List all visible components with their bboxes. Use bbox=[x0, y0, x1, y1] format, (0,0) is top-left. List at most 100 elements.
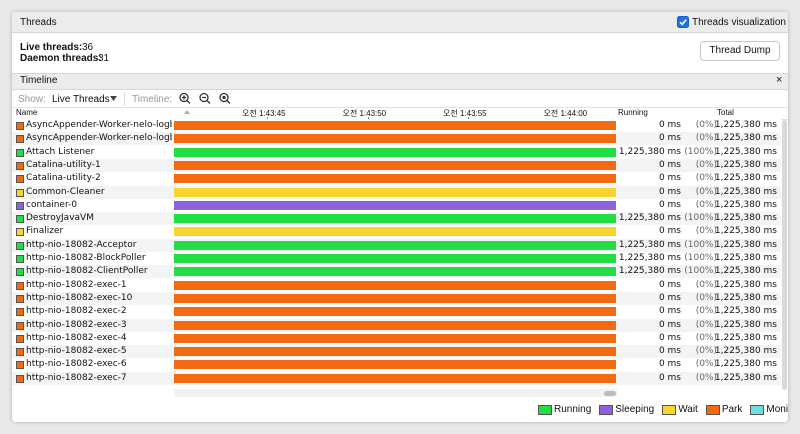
thread-row: http-nio-18082-exec-2 0 ms (0%) 1,225,380 m… bbox=[12, 305, 781, 319]
legend-swatch bbox=[662, 405, 677, 415]
running-percent: (0%) bbox=[695, 319, 717, 330]
running-time: 0 ms bbox=[658, 226, 681, 237]
thread-row: http-nio-18082-exec-1 0 ms (0%) 1,225,380 m… bbox=[12, 278, 781, 292]
state-swatch bbox=[16, 175, 24, 184]
dropdown-arrow[interactable] bbox=[110, 96, 118, 102]
checkbox[interactable] bbox=[677, 16, 689, 28]
state-swatch bbox=[16, 374, 24, 383]
show-label: Show: bbox=[18, 94, 46, 105]
daemon-label: Daemon threads: bbox=[20, 53, 102, 64]
time-tick bbox=[267, 117, 268, 119]
state-swatch bbox=[16, 215, 24, 224]
thread-row: AsyncAppender-Worker-nelo-logb 0 ms (0%) 1,… bbox=[12, 119, 781, 132]
thread-row: http-nio-18082-BlockPoller 1,225,380 ms (1… bbox=[12, 252, 781, 265]
thread-row: http-nio-18082-exec-5 0 ms (0%) 1,225,380 m… bbox=[12, 345, 781, 359]
total-time: 1,225,380 ms bbox=[714, 253, 777, 263]
state-swatch bbox=[16, 268, 24, 277]
thread-row: Finalizer 0 ms (0%) 1,225,380 ms bbox=[12, 225, 781, 239]
threads-panel: Threads Threads visualization Live threa… bbox=[12, 12, 788, 422]
total-column: Total bbox=[717, 108, 734, 117]
total-time: 1,225,380 ms bbox=[714, 372, 777, 383]
thread-dump-button[interactable]: Thread Dump bbox=[700, 41, 780, 61]
total-time: 1,225,380 ms bbox=[714, 332, 777, 343]
state-bar bbox=[174, 373, 616, 383]
total-time: 1,225,380 ms bbox=[714, 359, 777, 370]
time-tick bbox=[568, 117, 570, 119]
state-bar bbox=[174, 160, 616, 170]
thread-name: http-nio-18082-exec-3 bbox=[26, 319, 127, 330]
running-percent: (0%) bbox=[695, 133, 717, 144]
running-time: 0 ms bbox=[658, 133, 681, 144]
running-time: 0 ms bbox=[658, 372, 681, 383]
running-percent: (100%) bbox=[684, 266, 717, 277]
state-bar bbox=[174, 174, 616, 184]
running-time: 0 ms bbox=[658, 159, 681, 170]
running-percent: (0%) bbox=[695, 306, 717, 317]
total-time: 1,225,380 ms bbox=[714, 239, 777, 250]
total-time: 1,225,380 ms bbox=[714, 279, 777, 290]
thread-row: Catalina-utility-1 0 ms (0%) 1,225,380 ms bbox=[12, 158, 781, 172]
running-percent: (0%) bbox=[695, 226, 717, 237]
running-time: 1,225,380 ms bbox=[618, 213, 681, 224]
running-percent: (0%) bbox=[695, 372, 717, 383]
zoom-icons[interactable] bbox=[178, 92, 238, 106]
state-bar bbox=[174, 333, 616, 343]
separator bbox=[124, 92, 125, 106]
running-percent: (0%) bbox=[695, 332, 717, 343]
total-time: 1,225,380 ms bbox=[714, 266, 777, 277]
time-tick bbox=[367, 117, 369, 119]
horizontal-scrollbar[interactable] bbox=[604, 391, 616, 396]
total-time: 1,225,380 ms bbox=[714, 213, 777, 224]
timeline-label: Timeline: bbox=[132, 94, 173, 105]
thread-row: container-0 0 ms (0%) 1,225,380 ms bbox=[12, 198, 781, 212]
state-swatch bbox=[16, 201, 24, 210]
state-bar bbox=[174, 134, 616, 144]
state-swatch bbox=[16, 321, 24, 330]
total-time: 1,225,380 ms bbox=[714, 146, 777, 157]
running-percent: (0%) bbox=[695, 346, 717, 357]
thread-name: http-nio-18082-Acceptor bbox=[26, 239, 137, 250]
legend-swatch bbox=[599, 405, 614, 415]
total-time: 1,225,380 ms bbox=[714, 226, 777, 237]
timeline-header bbox=[12, 73, 788, 90]
state-swatch bbox=[16, 228, 24, 237]
thread-row: http-nio-18082-ClientPoller 1,225,380 ms(… bbox=[12, 265, 781, 279]
running-time: 1,225,380 ms bbox=[618, 146, 681, 157]
state-bar bbox=[174, 214, 616, 224]
thread-name: Attach Listener bbox=[26, 146, 95, 157]
thread-name: container-0 bbox=[26, 199, 78, 210]
thread-name: http-nio-18082-exec-10 bbox=[26, 292, 133, 303]
thread-name: Common-Cleaner bbox=[26, 186, 105, 197]
total-time: 1,225,380 ms bbox=[714, 133, 777, 144]
legend-swatch bbox=[538, 405, 552, 415]
thread-row: Common-Cleaner 0 ms (0%) 1,225,380 ms bbox=[12, 185, 781, 199]
threads-title: Threads bbox=[20, 17, 57, 28]
running-time: 0 ms bbox=[658, 199, 681, 210]
running-time: 0 ms bbox=[658, 120, 681, 130]
thread-row: http-nio-18082-exec-4 0 ms (0%) 1,225,380 m… bbox=[12, 331, 781, 345]
running-percent: (0%) bbox=[695, 279, 717, 290]
running-percent: (100%) bbox=[684, 239, 717, 250]
state-swatch bbox=[16, 361, 24, 370]
thread-name: http-nio-18082-exec-4 bbox=[26, 332, 127, 343]
vertical-scrollbar[interactable] bbox=[782, 120, 787, 390]
thread-row: http-nio-18082-exec-3 0 ms (0%) 1,225,380 m… bbox=[12, 318, 781, 332]
total-time: 1,225,380 ms bbox=[714, 159, 777, 170]
running-time: 1,225,380 ms bbox=[618, 239, 681, 250]
running-column: Running bbox=[618, 108, 648, 117]
time-tick-label: 오전 1:43:45 bbox=[242, 109, 286, 118]
checkbox-label[interactable]: Threads visualization bbox=[692, 17, 786, 28]
close-button[interactable]: × bbox=[776, 74, 783, 86]
state-swatch bbox=[16, 308, 24, 317]
state-bar bbox=[174, 267, 616, 277]
thread-row: DestroyJavaVM 1,225,380 ms (100%) 1,225,380… bbox=[12, 212, 781, 226]
thread-row: http-nio-18082-exec-10 0 ms (0%) 1,225,380 … bbox=[12, 291, 781, 305]
total-time: 1,225,380 ms bbox=[714, 292, 777, 303]
total-time: 1,225,380 ms bbox=[714, 120, 777, 130]
time-tick bbox=[468, 117, 469, 119]
show-dropdown[interactable]: Live Threads bbox=[52, 94, 110, 105]
thread-name: http-nio-18082-BlockPoller bbox=[26, 253, 146, 263]
running-time: 0 ms bbox=[658, 279, 681, 290]
thread-name: AsyncAppender-Worker-nelo-logb bbox=[26, 133, 172, 144]
